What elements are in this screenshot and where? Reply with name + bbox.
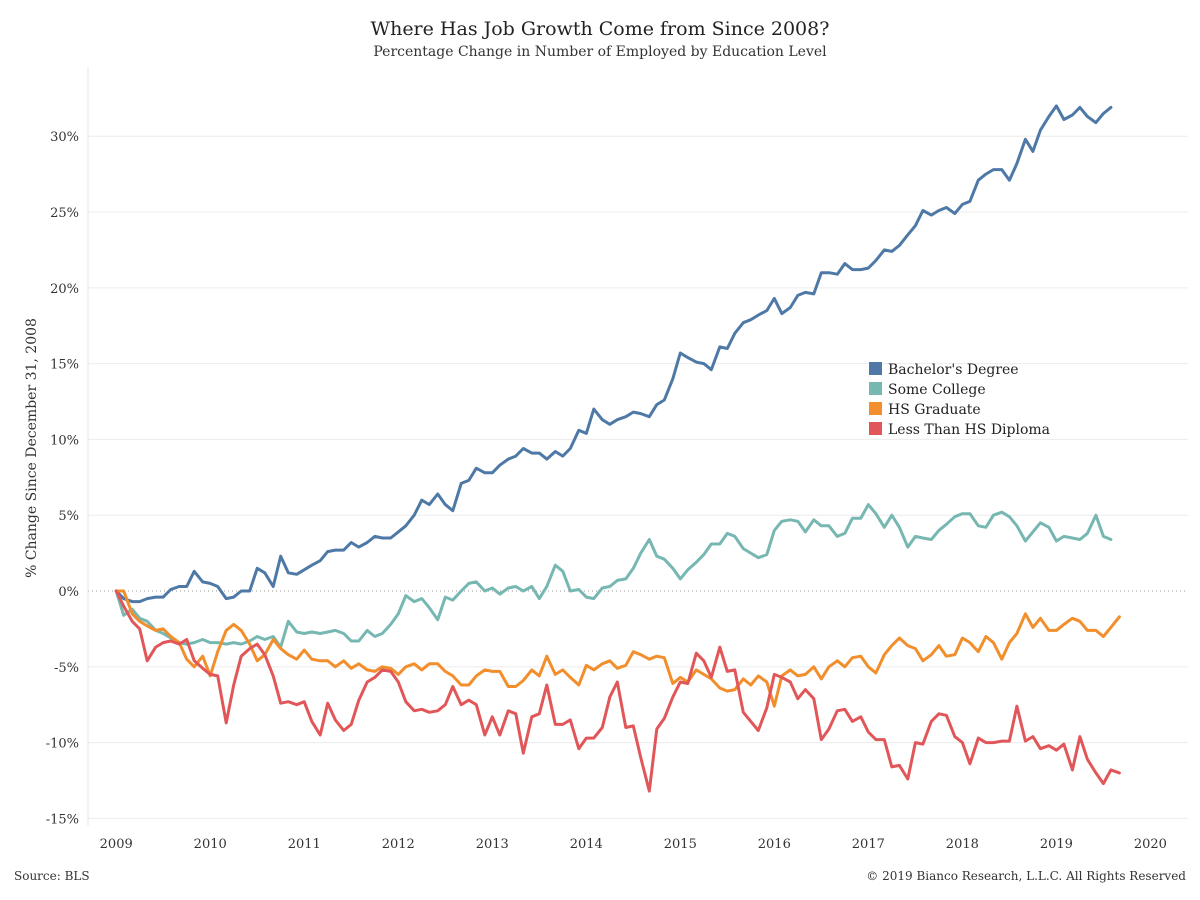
legend-swatch bbox=[869, 382, 882, 395]
x-tick-label: 2017 bbox=[852, 837, 885, 852]
legend-label: Less Than HS Diploma bbox=[888, 422, 1050, 438]
x-tick-label: 2009 bbox=[100, 837, 133, 852]
legend-label: Bachelor's Degree bbox=[888, 362, 1019, 378]
chart-title: Where Has Job Growth Come from Since 200… bbox=[370, 18, 830, 40]
chart-subtitle: Percentage Change in Number of Employed … bbox=[373, 44, 827, 60]
series-line-0 bbox=[114, 104, 1113, 604]
y-axis-label: % Change Since December 31, 2008 bbox=[24, 318, 40, 578]
y-tick-label: 5% bbox=[58, 509, 79, 524]
x-tick-label: 2015 bbox=[664, 837, 697, 852]
y-tick-label: -5% bbox=[54, 661, 79, 676]
series-line-2 bbox=[114, 589, 1121, 708]
series-line-1 bbox=[114, 503, 1113, 649]
legend-swatch bbox=[869, 402, 882, 415]
x-tick-label: 2014 bbox=[570, 837, 603, 852]
series-lines bbox=[114, 104, 1121, 793]
legend-swatch bbox=[869, 362, 882, 375]
x-tick-label: 2020 bbox=[1134, 837, 1167, 852]
x-tick-label: 2018 bbox=[946, 837, 979, 852]
gridlines bbox=[87, 68, 1188, 826]
x-tick-label: 2010 bbox=[194, 837, 227, 852]
legend: Bachelor's Degree Some College HS Graduate… bbox=[869, 362, 1050, 438]
x-tick-label: 2012 bbox=[382, 837, 415, 852]
y-tick-label: 25% bbox=[50, 206, 79, 221]
y-tick-label: -10% bbox=[46, 737, 79, 752]
legend-label: HS Graduate bbox=[888, 402, 981, 418]
y-tick-label: 10% bbox=[50, 433, 79, 448]
source-note: Source: BLS bbox=[14, 869, 90, 883]
x-tick-label: 2016 bbox=[758, 837, 791, 852]
y-axis-ticks: 30% 25% 20% 15% 10% 5% 0% -5% -10% -15% bbox=[46, 130, 79, 827]
legend-label: Some College bbox=[888, 382, 986, 398]
series-line-3 bbox=[114, 589, 1121, 793]
x-tick-label: 2013 bbox=[476, 837, 509, 852]
x-axis-ticks: 2009 2010 2011 2012 2013 2014 2015 2016 2017 2018… bbox=[100, 837, 1167, 852]
y-tick-label: 15% bbox=[50, 358, 79, 373]
y-tick-label: 30% bbox=[50, 130, 79, 145]
copyright-note: © 2019 Bianco Research, L.L.C. All Right… bbox=[866, 869, 1186, 883]
y-tick-label: -15% bbox=[46, 812, 79, 827]
x-tick-label: 2019 bbox=[1040, 837, 1073, 852]
x-tick-label: 2011 bbox=[288, 837, 321, 852]
y-tick-label: 0% bbox=[58, 585, 79, 600]
y-tick-label: 20% bbox=[50, 282, 79, 297]
legend-swatch bbox=[869, 422, 882, 435]
